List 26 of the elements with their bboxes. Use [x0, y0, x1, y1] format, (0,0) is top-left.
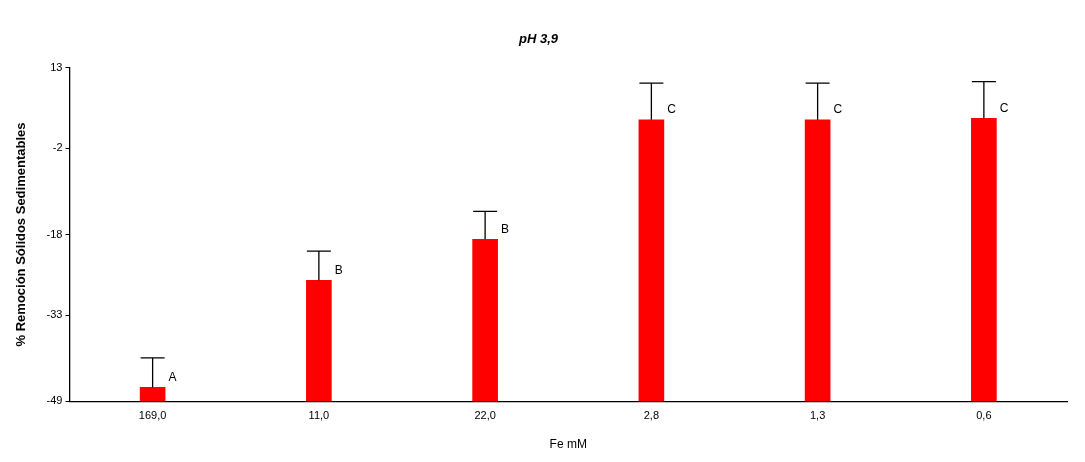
y-tick-label: -18 [46, 227, 63, 240]
bar [971, 117, 997, 402]
bar [139, 387, 166, 402]
y-tick-label: 13 [50, 60, 63, 73]
y-axis-title: % Remoción Sólidos Sedimentables [13, 122, 29, 347]
x-tick-label: 169,0 [138, 409, 167, 422]
bar [472, 239, 498, 402]
bar [804, 119, 831, 402]
y-tick-label: -49 [46, 394, 63, 407]
x-tick-label: 11,0 [308, 409, 330, 422]
x-tick-label: 0,6 [976, 409, 992, 422]
annotation: B [334, 262, 343, 277]
annotation: C [999, 100, 1009, 115]
annotation: A [168, 369, 177, 384]
bar [306, 279, 332, 402]
annotation: C [833, 102, 843, 117]
y-tick-label: -33 [46, 308, 63, 321]
bar [638, 119, 665, 402]
x-tick-label: 1,3 [809, 409, 826, 422]
annotation: B [501, 221, 510, 236]
x-tick-label: 2,8 [643, 409, 660, 422]
x-axis-title: Fe mM [549, 437, 587, 452]
annotation: C [667, 102, 677, 117]
y-tick-label: -2 [52, 141, 63, 154]
x-tick-label: 22,0 [474, 409, 496, 422]
chart-title: pH 3,9 [517, 31, 559, 47]
